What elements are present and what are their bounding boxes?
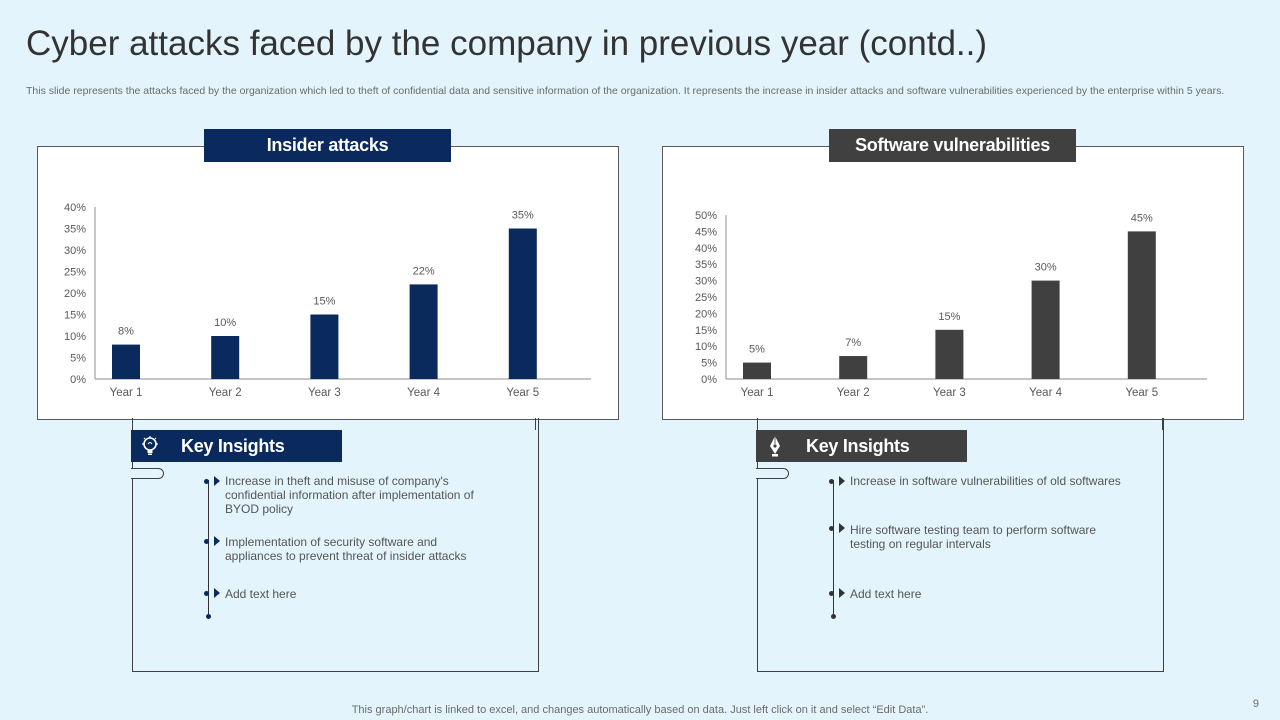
bullet-dot (204, 479, 209, 484)
y-tick-label: 10% (695, 341, 717, 353)
bullet-arrow-icon (839, 523, 845, 533)
y-tick-label: 15% (64, 310, 86, 322)
key-insights-label-right: Key Insights (806, 435, 910, 456)
insider-attacks-chart[interactable]: 0% 5% 10% 15% 20% 25% 30% 35% 40% 8% Year 1 10% Year… (38, 147, 618, 419)
y-tick-label: 5% (701, 358, 717, 370)
y-tick-label: 25% (64, 267, 86, 279)
bullet-dot (204, 539, 209, 544)
bullet-dot (829, 591, 834, 596)
y-tick-label: 40% (64, 202, 86, 214)
x-tick-label: Year 4 (1029, 387, 1062, 399)
data-label: 10% (214, 317, 236, 329)
bullet-dot (829, 479, 834, 484)
data-label: 5% (749, 344, 765, 356)
tab-hook-left (131, 468, 164, 479)
bar-year-3[interactable] (935, 329, 964, 379)
timeline-right (833, 480, 834, 616)
x-tick-label: Year 1 (741, 387, 774, 399)
bar-year-3[interactable] (310, 314, 339, 380)
lightbulb-icon (131, 430, 169, 462)
insight-item-right-2: Hire software testing team to perform so… (850, 523, 1097, 551)
pen-nib-icon (756, 430, 794, 462)
key-insights-tab-right: Key Insights (756, 430, 967, 462)
bar-year-1[interactable] (743, 362, 771, 379)
bullet-arrow-icon (839, 476, 845, 486)
y-tick-label: 40% (695, 243, 717, 255)
y-tick-label: 50% (695, 210, 717, 222)
data-label: 22% (413, 265, 435, 277)
y-tick-label: 45% (695, 226, 717, 238)
bar-year-1[interactable] (112, 344, 140, 379)
data-label: 45% (1131, 212, 1153, 224)
software-vulnerabilities-header: Software vulnerabilities (829, 129, 1076, 162)
y-tick-label: 30% (695, 276, 717, 288)
insider-attacks-chart-panel: 0% 5% 10% 15% 20% 25% 30% 35% 40% 8% Year 1 10% Year… (37, 146, 619, 420)
y-tick-label: 20% (64, 288, 86, 300)
data-label: 15% (313, 296, 335, 308)
timeline-left (208, 480, 209, 616)
insight-item-left-1: Increase in theft and misuse of company'… (225, 474, 474, 516)
connector-line-right (1162, 418, 1163, 430)
bullet-arrow-icon (214, 476, 220, 486)
x-tick-label: Year 1 (110, 387, 143, 399)
x-tick-label: Year 5 (1125, 387, 1158, 399)
key-insights-label-left: Key Insights (181, 435, 285, 456)
x-tick-label: Year 2 (837, 387, 870, 399)
y-tick-label: 15% (695, 325, 717, 337)
bar-year-5[interactable] (1127, 231, 1156, 379)
insider-attacks-header: Insider attacks (204, 129, 451, 162)
bar-year-2[interactable] (839, 356, 868, 379)
software-vulnerabilities-chart[interactable]: 0% 5% 10% 15% 20% 25% 30% 35% 40% 45% 50% 5% Year 1 7… (663, 147, 1243, 419)
bullet-dot (829, 526, 834, 531)
timeline-end-dot-right (831, 614, 836, 619)
bar-year-4[interactable] (1031, 280, 1060, 379)
page-subtitle: This slide represents the attacks faced … (26, 85, 1225, 97)
connector-line-left (535, 418, 536, 430)
y-tick-label: 0% (70, 374, 86, 386)
x-tick-label: Year 5 (506, 387, 539, 399)
bullet-arrow-icon (214, 588, 220, 598)
footer-note: This graph/chart is linked to excel, and… (351, 704, 929, 716)
bullet-dot (204, 591, 209, 596)
bullet-arrow-icon (214, 536, 220, 546)
insight-item-left-2: Implementation of security software and … (225, 535, 467, 563)
bar-year-2[interactable] (211, 336, 240, 379)
key-insights-tab-left: Key Insights (131, 430, 342, 462)
bullet-arrow-icon (839, 588, 845, 598)
data-label: 35% (512, 210, 534, 222)
y-tick-label: 25% (695, 292, 717, 304)
y-tick-label: 10% (64, 331, 86, 343)
timeline-end-dot-left (206, 614, 211, 619)
bar-year-4[interactable] (409, 284, 438, 379)
page-number: 9 (1252, 698, 1259, 710)
insight-item-right-3: Add text here (850, 587, 922, 601)
data-label: 8% (118, 326, 134, 338)
key-insights-panel-left (132, 418, 539, 672)
tab-hook-right (756, 468, 789, 479)
x-tick-label: Year 2 (209, 387, 242, 399)
y-tick-label: 5% (70, 353, 86, 365)
x-tick-label: Year 3 (933, 387, 966, 399)
insight-item-left-3: Add text here (225, 587, 297, 601)
y-tick-label: 20% (695, 308, 717, 320)
bar-year-5[interactable] (508, 228, 537, 380)
software-vulnerabilities-chart-panel: 0% 5% 10% 15% 20% 25% 30% 35% 40% 45% 50% 5% Year 1 7… (662, 146, 1244, 420)
page-title: Cyber attacks faced by the company in pr… (26, 24, 988, 63)
key-insights-panel-right (757, 418, 1164, 672)
data-label: 30% (1035, 262, 1057, 274)
x-tick-label: Year 3 (308, 387, 341, 399)
y-tick-label: 35% (695, 259, 717, 271)
data-label: 7% (845, 337, 861, 349)
y-tick-label: 30% (64, 245, 86, 257)
x-tick-label: Year 4 (407, 387, 440, 399)
y-tick-label: 35% (64, 224, 86, 236)
insight-item-right-1: Increase in software vulnerabilities of … (850, 474, 1121, 488)
y-tick-label: 0% (701, 374, 717, 386)
data-label: 15% (938, 311, 960, 323)
